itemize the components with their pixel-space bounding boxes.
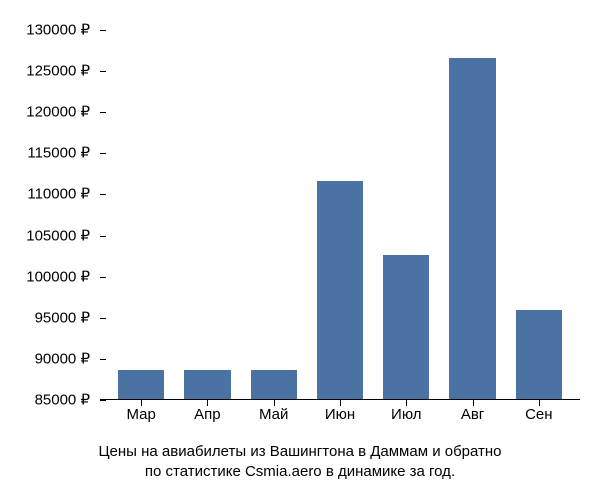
bar: [516, 310, 562, 399]
y-tick: [100, 112, 106, 113]
bar: [383, 255, 429, 399]
x-tick: [539, 400, 540, 406]
y-tick: [100, 359, 106, 360]
y-axis: 85000 ₽90000 ₽95000 ₽100000 ₽105000 ₽110…: [0, 30, 100, 400]
y-tick-label: 110000 ₽: [0, 187, 90, 202]
x-tick: [473, 400, 474, 406]
caption-line-2: по статистике Csmia.aero в динамике за г…: [145, 463, 455, 480]
bar: [251, 370, 297, 399]
bar-slot: [307, 30, 373, 399]
y-tick: [100, 318, 106, 319]
y-tick: [100, 153, 106, 154]
bar: [449, 58, 495, 399]
x-tick: [207, 400, 208, 406]
x-tick: [141, 400, 142, 406]
x-tick: [340, 400, 341, 406]
x-tick: [406, 400, 407, 406]
price-chart: 85000 ₽ 90000 ₽ 95000 ₽ 100000 ₽ 105000 ₽ 110…: [0, 0, 600, 500]
bar: [317, 181, 363, 399]
y-tick: [100, 30, 106, 31]
y-tick: [100, 277, 106, 278]
y-tick-label: 125000 ₽: [0, 64, 90, 79]
bars-container: [100, 30, 580, 399]
y-tick: [100, 194, 106, 195]
y-tick-label: 120000 ₽: [0, 105, 90, 120]
bar: [184, 370, 230, 399]
y-tick: [100, 236, 106, 237]
bar: [118, 370, 164, 399]
y-tick: [100, 400, 106, 401]
y-tick-label: 90000 ₽: [0, 351, 90, 366]
y-tick-label: 100000 ₽: [0, 269, 90, 284]
plot-area: [100, 30, 580, 400]
y-tick-label: 95000 ₽: [0, 310, 90, 325]
bar-slot: [174, 30, 240, 399]
bar-slot: [108, 30, 174, 399]
caption-line-1: Цены на авиабилеты из Вашингтона в Дамма…: [98, 443, 501, 460]
chart-caption: Цены на авиабилеты из Вашингтона в Дамма…: [0, 442, 600, 483]
y-tick-label: 115000 ₽: [0, 146, 90, 161]
bar-slot: [506, 30, 572, 399]
y-tick: [100, 71, 106, 72]
bar-slot: [373, 30, 439, 399]
x-tick: [274, 400, 275, 406]
bar-slot: [241, 30, 307, 399]
y-tick-label: 105000 ₽: [0, 228, 90, 243]
bar-slot: [439, 30, 505, 399]
y-tick-label: 85000 ₽: [0, 393, 90, 408]
y-tick-label: 130000 ₽: [0, 23, 90, 38]
